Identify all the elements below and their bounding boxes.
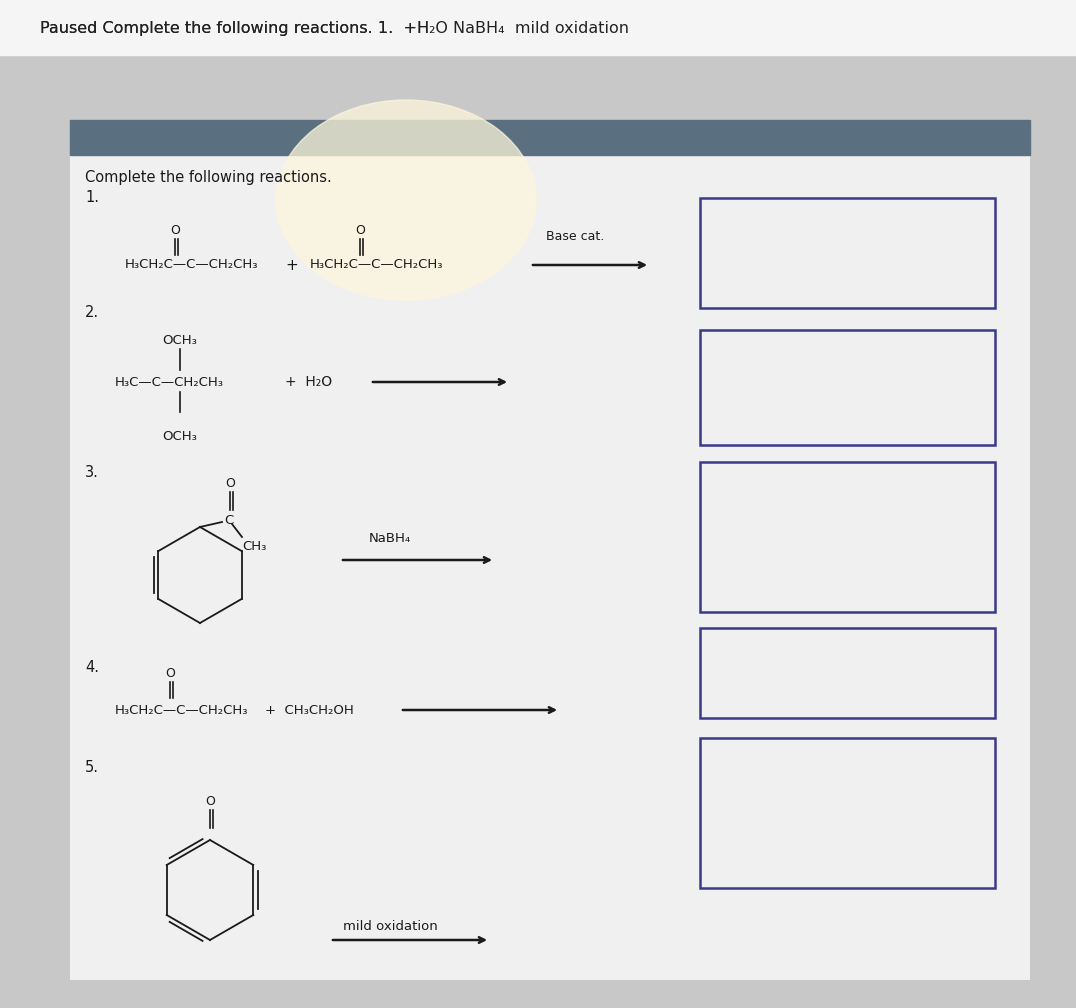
- Text: H₃CH₂C—C—CH₂CH₃: H₃CH₂C—C—CH₂CH₃: [115, 704, 249, 717]
- Text: O: O: [225, 477, 235, 490]
- Text: O: O: [206, 795, 215, 808]
- Bar: [700, 628, 995, 718]
- Text: mild oxidation: mild oxidation: [342, 920, 437, 933]
- Text: +  H₂O: + H₂O: [285, 375, 332, 389]
- Text: +  CH₃CH₂OH: + CH₃CH₂OH: [265, 704, 354, 717]
- Text: O: O: [170, 224, 180, 237]
- Bar: [700, 198, 995, 308]
- Text: OCH₃: OCH₃: [162, 430, 197, 443]
- Bar: [0, 0, 1076, 55]
- Bar: [70, 120, 1030, 155]
- Text: O: O: [165, 667, 175, 680]
- Bar: [70, 120, 1030, 980]
- Text: 1.: 1.: [85, 190, 99, 205]
- Text: 2.: 2.: [85, 305, 99, 320]
- Text: Complete the following reactions.: Complete the following reactions.: [85, 170, 331, 185]
- Text: H₃CH₂C—C—CH₂CH₃: H₃CH₂C—C—CH₂CH₃: [125, 258, 258, 271]
- Text: 4.: 4.: [85, 660, 99, 675]
- Text: H₃CH₂C—C—CH₂CH₃: H₃CH₂C—C—CH₂CH₃: [310, 258, 443, 271]
- Text: CH₃: CH₃: [242, 540, 267, 553]
- Text: Base cat.: Base cat.: [546, 230, 604, 243]
- Ellipse shape: [277, 100, 536, 300]
- Bar: [700, 330, 995, 445]
- Bar: [700, 738, 995, 888]
- Text: Paused Complete the following reactions. 1.  +H₂O NaBH₄  mild oxidation: Paused Complete the following reactions.…: [40, 20, 629, 35]
- Text: H₃C—C—CH₂CH₃: H₃C—C—CH₂CH₃: [115, 376, 224, 388]
- Text: O: O: [355, 224, 365, 237]
- Text: 5.: 5.: [85, 760, 99, 775]
- Text: NaBH₄: NaBH₄: [369, 532, 411, 545]
- Text: +: +: [285, 257, 298, 272]
- Text: Paused Complete the following reactions. 1.  +H: Paused Complete the following reactions.…: [40, 20, 429, 35]
- Text: C: C: [224, 513, 233, 526]
- Bar: [700, 462, 995, 612]
- Text: OCH₃: OCH₃: [162, 334, 197, 347]
- Text: 3.: 3.: [85, 465, 99, 480]
